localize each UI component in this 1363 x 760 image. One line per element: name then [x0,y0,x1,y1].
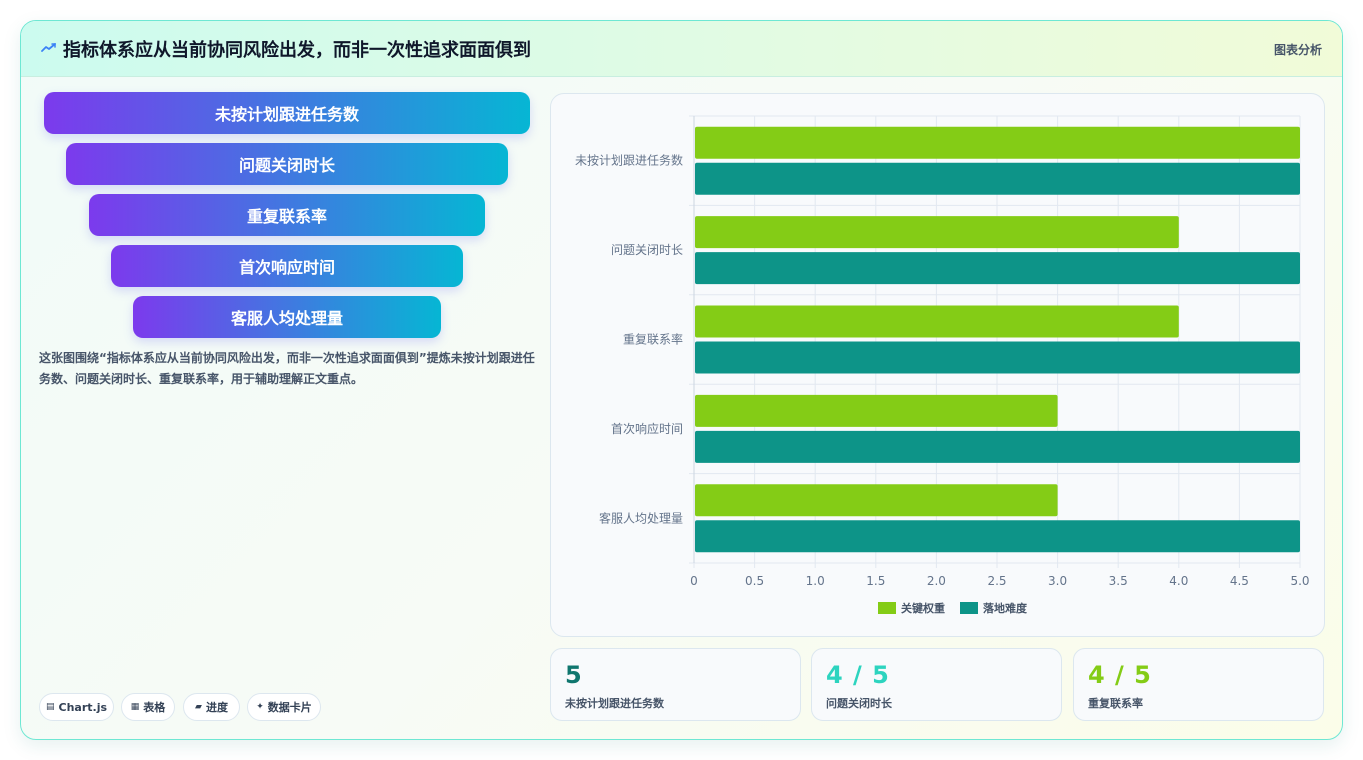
category-label: 未按计划跟进任务数 [575,153,683,168]
chart-description: 这张图围绕“指标体系应从当前协同风险出发，而非一次性追求面面俱到”提炼未按计划跟… [39,351,535,386]
chart-icon: ▤ [45,702,55,712]
x-tick-label: 0.5 [745,574,764,588]
chip-label: 表格 [143,701,166,714]
trend-line-icon [41,43,56,52]
bar-difficulty [695,341,1300,374]
bar-difficulty [695,162,1300,195]
legend-swatch [878,602,896,614]
bar-difficulty [695,520,1300,553]
kpi-card: 4 / 5 问题关闭时长 [811,648,1062,721]
bar-weight [695,484,1058,517]
x-tick-label: 1.5 [866,574,885,588]
x-tick-label: 3.0 [1048,574,1067,588]
card-header: 指标体系应从当前协同风险出发，而非一次性追求面面俱到 图表分析 [21,21,1342,77]
x-tick-label: 5.0 [1290,574,1309,588]
category-label: 重复联系率 [623,332,683,347]
bar-difficulty [695,252,1300,285]
bar-weight [695,216,1179,249]
x-tick-label: 3.5 [1109,574,1128,588]
bar-difficulty [695,430,1300,463]
x-tick-label: 2.0 [927,574,946,588]
x-tick-label: 4.0 [1169,574,1188,588]
funnel-step: 未按计划跟进任务数 [44,92,530,134]
x-tick-label: 4.5 [1230,574,1249,588]
kpi-value: 4 / 5 [826,661,890,689]
kpi-value: 5 [565,661,583,689]
progress-icon: ▰ [195,702,202,712]
kpi-label: 问题关闭时长 [826,697,892,710]
bar-weight [695,126,1300,159]
chart-panel: 0 0.5 1.0 1.5 2.0 2.5 3.0 3.5 4.0 4.5 5.0 未按计划跟进任务数… [550,93,1325,637]
chip-label: 进度 [205,701,228,714]
kpi-value: 4 / 5 [1088,661,1152,689]
x-tick-label: 0 [690,574,698,588]
chip-data-card[interactable]: ✦ 数据卡片 [247,693,321,721]
kpi-label: 重复联系率 [1088,697,1143,710]
chip-label: 数据卡片 [267,701,312,714]
funnel-step: 客服人均处理量 [133,296,441,338]
funnel-step: 重复联系率 [89,194,485,236]
funnel-step: 首次响应时间 [111,245,463,287]
x-tick-label: 2.5 [987,574,1006,588]
sparkle-icon: ✦ [256,702,264,712]
legend-label: 落地难度 [983,601,1028,615]
bar-weight [695,305,1179,338]
kpi-card: 5 未按计划跟进任务数 [550,648,801,721]
main-card: 指标体系应从当前协同风险出发，而非一次性追求面面俱到 图表分析 未按计划跟进任务… [20,20,1343,740]
legend-swatch [960,602,978,614]
category-label: 客服人均处理量 [599,510,683,525]
kpi-card: 4 / 5 重复联系率 [1073,648,1324,721]
category-label: 首次响应时间 [611,421,683,436]
chip-progress[interactable]: ▰ 进度 [183,693,240,721]
funnel-step: 问题关闭时长 [66,143,508,185]
legend-label: 关键权重 [901,601,945,615]
x-tick-label: 1.0 [806,574,825,588]
bar-weight [695,394,1058,427]
page-title: 指标体系应从当前协同风险出发，而非一次性追求面面俱到 [63,40,531,61]
chip-chartjs[interactable]: ▤ Chart.js [39,693,114,721]
header-tag: 图表分析 [1273,43,1322,57]
category-label: 问题关闭时长 [611,243,683,257]
bar-chart: 0 0.5 1.0 1.5 2.0 2.5 3.0 3.5 4.0 4.5 5.0 未按计划跟进任务数… [575,115,1310,615]
table-icon: ▦ [130,702,140,712]
kpi-label: 未按计划跟进任务数 [565,697,664,710]
chip-label: Chart.js [58,700,108,714]
chip-table[interactable]: ▦ 表格 [121,693,175,721]
